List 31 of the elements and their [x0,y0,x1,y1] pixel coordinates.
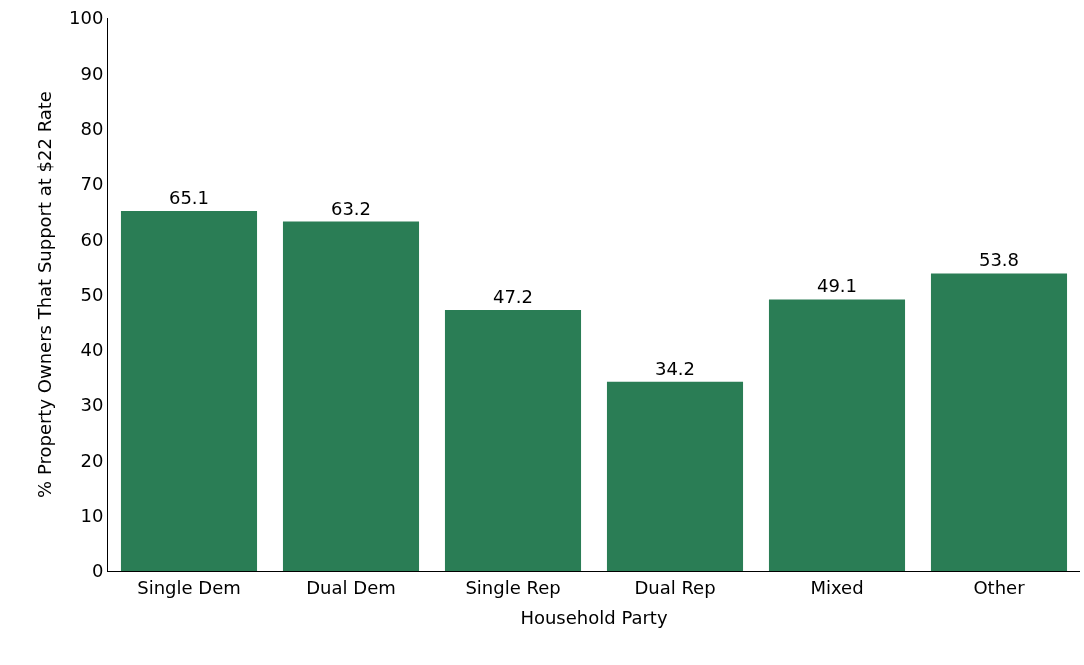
data-label: 63.2 [330,197,372,219]
x-tick-label: Mixed [810,576,864,598]
data-label: 65.1 [168,187,210,208]
x-tick-label: Single Dem [137,576,241,598]
bar [768,299,906,571]
data-label: 49.1 [816,275,858,297]
bar [282,221,420,571]
bar [606,381,744,571]
data-label: 53.8 [978,249,1020,271]
y-tick-label: 50 [80,283,104,305]
y-tick-label: 40 [80,339,104,361]
y-tick-label: 100 [69,7,104,29]
bar [444,309,582,571]
y-tick-label: 90 [80,62,104,84]
y-tick-label: 70 [80,173,104,195]
y-tick-label: 0 [91,560,104,582]
y-tick-label: 20 [80,449,104,471]
x-tick-label: Single Rep [465,576,561,598]
y-tick-label: 10 [80,505,104,526]
x-tick-label: Dual Dem [306,576,396,598]
x-tick-label: Dual Rep [634,576,716,598]
x-tick-label: Other [973,576,1026,598]
data-label: 47.2 [492,285,534,307]
y-tick-label: 80 [80,117,104,139]
bar [930,273,1068,571]
y-axis-title: % Property Owners That Support at $22 Rate [34,91,56,498]
data-label: 34.2 [654,357,696,379]
bar [120,211,258,571]
y-tick-label: 60 [80,228,104,250]
x-axis-title: Household Party [520,606,668,628]
y-tick-label: 30 [80,394,104,416]
